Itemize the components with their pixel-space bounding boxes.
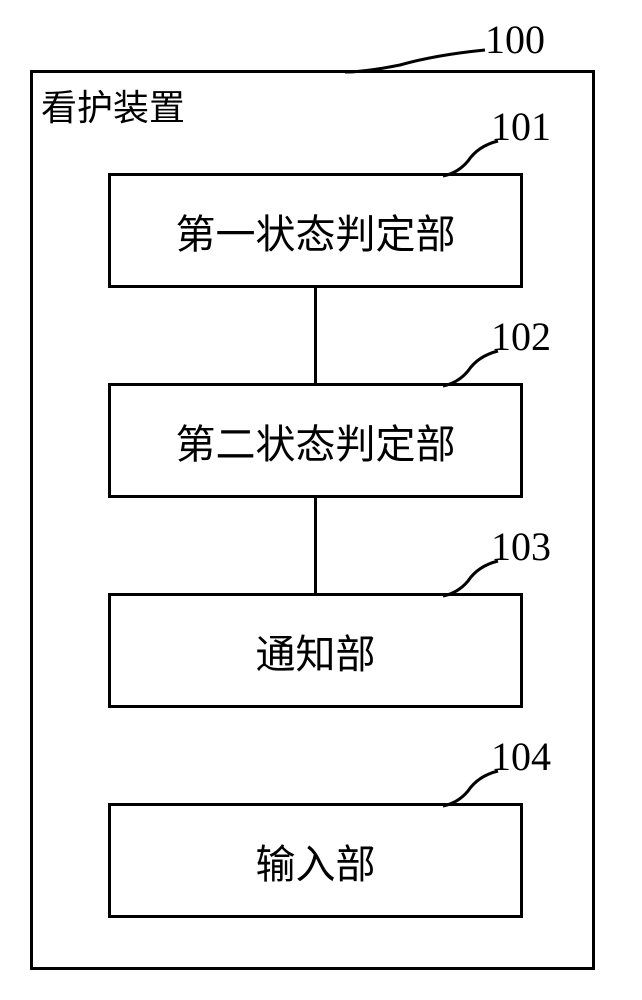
node-first-state-determination: 第一状态判定部 — [108, 173, 523, 288]
node-second-state-determination: 第二状态判定部 — [108, 383, 523, 498]
node-label: 输入部 — [256, 832, 376, 890]
node-label: 第一状态判定部 — [176, 202, 456, 260]
leader-line-101 — [443, 141, 513, 181]
outer-box-title: 看护装置 — [41, 79, 185, 131]
diagram-container: 看护装置 第一状态判定部 第二状态判定部 通知部 输入部 101 102 103… — [30, 70, 595, 970]
node-label: 通知部 — [256, 622, 376, 680]
edge-1-2 — [314, 288, 317, 383]
leader-line-102 — [443, 351, 513, 391]
outer-box: 看护装置 第一状态判定部 第二状态判定部 通知部 输入部 101 102 103… — [30, 70, 595, 970]
edge-2-3 — [314, 498, 317, 593]
leader-line-103 — [443, 561, 513, 601]
node-input: 输入部 — [108, 803, 523, 918]
leader-line-104 — [443, 771, 513, 811]
node-notification: 通知部 — [108, 593, 523, 708]
node-label: 第二状态判定部 — [176, 412, 456, 470]
leader-line-100 — [345, 50, 495, 80]
